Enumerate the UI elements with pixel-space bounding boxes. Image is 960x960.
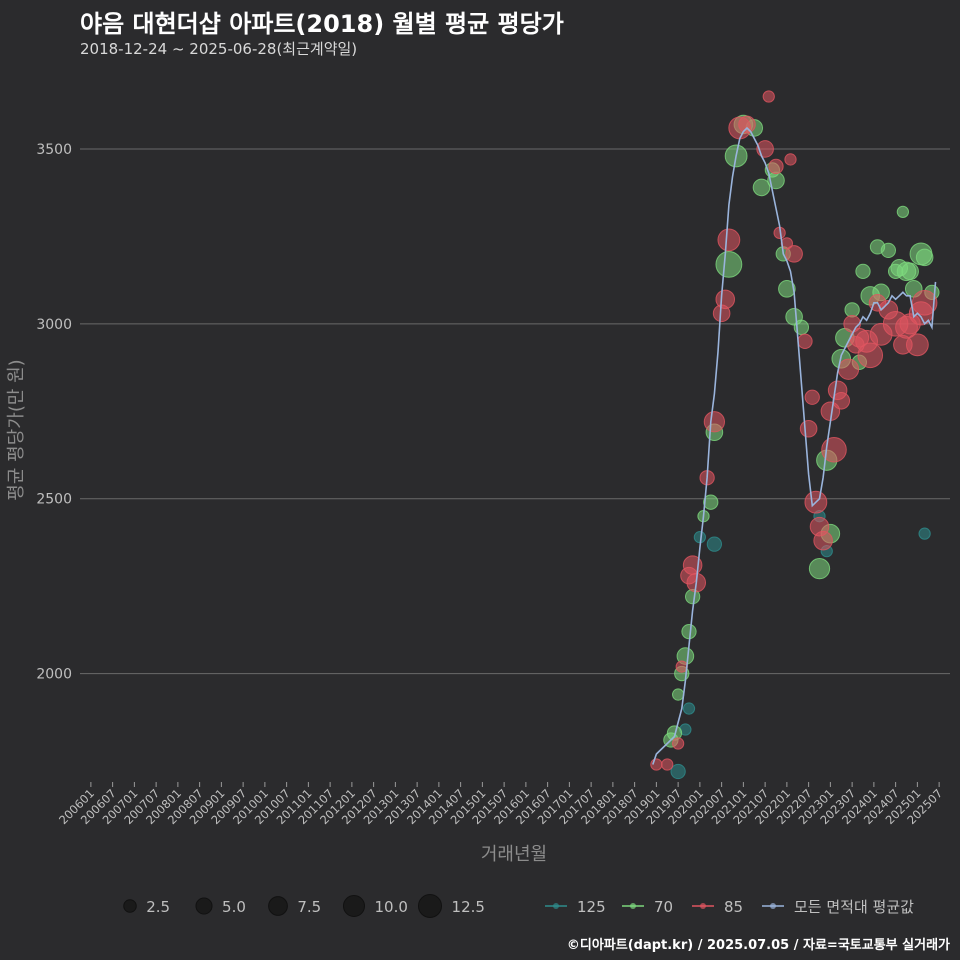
data-point-125 [670, 763, 686, 780]
size-legend-circle [417, 893, 443, 919]
legend-label: 70 [654, 898, 673, 916]
chart-subtitle: 2018-12-24 ~ 2025-06-28(최근계약일) [80, 40, 358, 58]
size-legend: 2.5 5.0 7.5 10.0 12.5 [123, 893, 485, 919]
y-tick-labels: 2000 2500 3000 3500 [36, 142, 72, 683]
x-axis-label: 거래년월 [481, 844, 547, 865]
data-point-85 [813, 530, 833, 551]
data-point-125 [918, 527, 931, 540]
data-point-85 [905, 333, 929, 357]
size-legend-circle [123, 899, 137, 913]
data-point-85 [738, 115, 756, 134]
y-axis-label: 평균 평당가(만 원) [6, 359, 27, 500]
data-point-70 [778, 280, 796, 298]
chart-title: 야음 대현더샵 아파트(2018) 월별 평균 평당가 [80, 10, 564, 38]
data-point-70 [855, 263, 871, 280]
data-point-70 [715, 250, 743, 278]
data-point-85 [857, 342, 884, 369]
data-point-70 [901, 262, 919, 281]
average-line-group [652, 126, 937, 765]
size-legend-label: 12.5 [452, 898, 485, 916]
data-point-70 [808, 558, 831, 580]
legend-label: 125 [577, 898, 606, 916]
data-point-85 [911, 290, 938, 316]
legend-swatch-dot [553, 903, 559, 909]
data-point-70 [703, 494, 719, 510]
data-point-70 [880, 242, 897, 259]
data-point-70 [896, 205, 910, 219]
data-point-85 [768, 158, 784, 175]
y-tick-label: 3500 [36, 142, 72, 158]
y-tick-label: 2500 [36, 492, 72, 508]
data-point-85 [837, 358, 860, 380]
data-point-85 [661, 758, 674, 771]
data-point-85 [797, 333, 813, 349]
size-legend-label: 5.0 [222, 898, 246, 916]
size-legend-circle [342, 894, 366, 918]
y-tick-label: 2000 [36, 667, 72, 683]
legend-swatch-dot [630, 903, 636, 909]
data-point-85 [762, 90, 775, 103]
data-point-85 [784, 153, 797, 166]
size-legend-label: 2.5 [146, 898, 170, 916]
size-legend-label: 7.5 [297, 898, 321, 916]
source-credit: ©디아파트(dapt.kr) / 2025.07.05 / 자료=국토교통부 실… [566, 938, 950, 953]
data-point-85 [804, 389, 820, 405]
size-legend-circle [268, 896, 288, 916]
data-point-85 [799, 419, 818, 438]
legend-label: 모든 면적대 평균값 [794, 898, 914, 916]
gridlines [80, 148, 950, 675]
data-point-70 [752, 178, 771, 197]
data-point-125 [682, 702, 696, 715]
data-point-85 [785, 245, 803, 263]
data-point-85 [650, 758, 663, 771]
data-point-85 [703, 411, 726, 433]
data-point-70 [681, 623, 697, 640]
legend-swatch-dot [700, 903, 706, 909]
data-points [650, 90, 940, 780]
average-line [652, 126, 937, 765]
size-legend-circle [195, 897, 213, 915]
data-point-125 [706, 536, 723, 552]
size-legend-label: 10.0 [375, 898, 408, 916]
data-point-85 [717, 228, 741, 252]
data-point-70 [844, 302, 860, 318]
legend-label: 85 [724, 898, 743, 916]
data-point-70 [671, 688, 685, 701]
legend-swatch-dot [770, 903, 776, 909]
data-point-70 [915, 248, 934, 267]
x-tick-labels: 2006012006072007012007072008012008072009… [56, 782, 945, 827]
color-legend: 125 70 85 모든 면적대 평균값 [545, 898, 914, 916]
data-point-85 [832, 391, 851, 410]
y-tick-label: 3000 [36, 317, 72, 333]
data-point-85 [715, 289, 736, 310]
data-point-85 [671, 737, 685, 750]
